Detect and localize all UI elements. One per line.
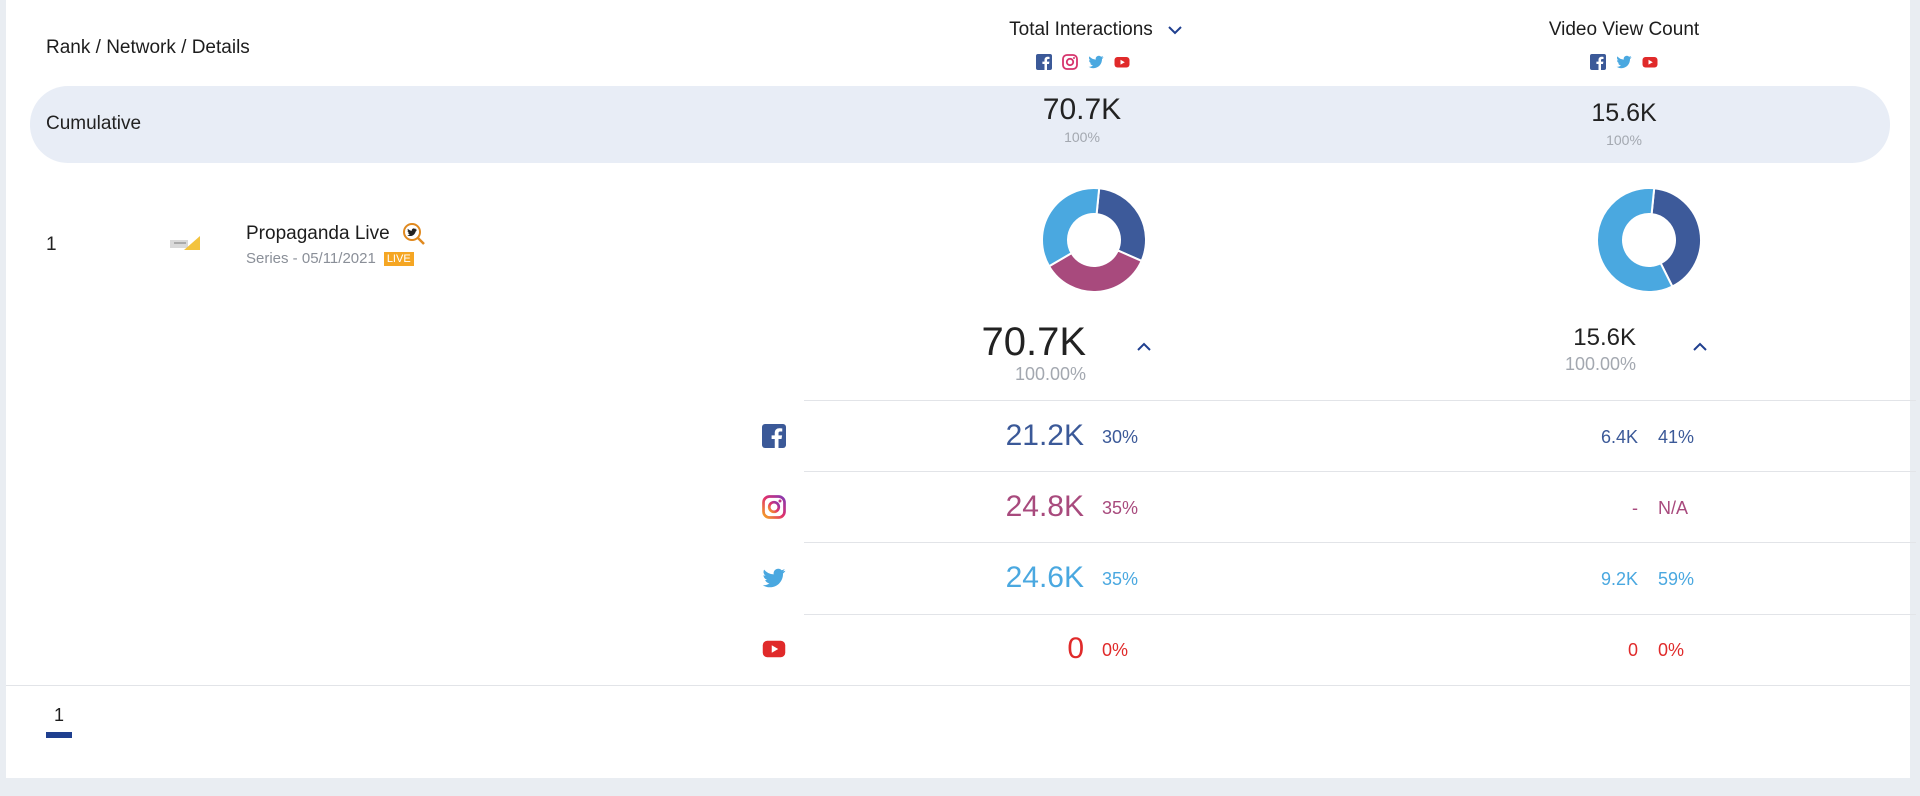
page-number: 1 <box>53 705 64 725</box>
cumulative-row <box>30 86 1890 163</box>
youtube-icon <box>1114 57 1130 68</box>
youtube-interactions-pct: 0% <box>1102 640 1129 660</box>
donut-slice-twitter <box>1041 187 1101 268</box>
row-interactions-value: 70.7K <box>981 320 1086 364</box>
instagram-interactions-pct: 35% <box>1102 498 1139 518</box>
instagram-interactions: 24.8K <box>1005 490 1084 523</box>
cumulative-video-views: 15.6K 100% <box>1524 99 1724 148</box>
row-video-views: 15.6K 100.00% <box>1456 324 1636 375</box>
divider <box>804 471 1916 472</box>
twitter-views: 9.2K <box>1600 569 1638 589</box>
facebook-interactions-pct: 30% <box>1102 427 1139 447</box>
series-info: Propaganda Live Series - 05/11/2021 LIVE <box>246 222 426 267</box>
instagram-icon <box>762 495 786 519</box>
results-panel: Rank / Network / Details Total Interacti… <box>6 0 1916 778</box>
youtube-icon <box>762 640 786 658</box>
thumbnail-image <box>170 236 200 250</box>
active-page-indicator <box>46 732 72 738</box>
rank-number: 1 <box>46 234 57 255</box>
facebook-icon <box>1590 54 1606 70</box>
row-views-value: 15.6K <box>1573 324 1636 351</box>
chevron-up-icon[interactable] <box>1136 342 1152 352</box>
divider <box>804 614 1916 615</box>
donut-slice-facebook <box>1095 187 1147 263</box>
twitter-search-icon[interactable] <box>402 222 426 246</box>
cumulative-interactions-pct: 100% <box>1064 129 1100 145</box>
cumulative-interactions-value: 70.7K <box>1042 93 1122 126</box>
pagination-page-1[interactable]: 1 <box>46 705 72 738</box>
network-icons <box>1036 54 1130 70</box>
row-total-interactions: 70.7K 100.00% <box>906 320 1086 385</box>
series-name-link[interactable]: Propaganda Live <box>246 223 390 244</box>
total-interactions-title: Total Interactions <box>1009 19 1153 40</box>
instagram-views: - <box>1632 498 1638 518</box>
cumulative-total-interactions: 70.7K 100% <box>982 93 1182 145</box>
rank-network-details-header: Rank / Network / Details <box>46 37 250 58</box>
donut-slice-facebook <box>1650 187 1702 288</box>
divider <box>804 400 1916 401</box>
facebook-icon <box>762 424 786 448</box>
row-interactions-pct: 100.00% <box>1014 364 1086 384</box>
twitter-interactions: 24.6K <box>1005 561 1084 594</box>
video-view-count-title: Video View Count <box>1548 19 1700 40</box>
twitter-icon <box>1616 55 1632 69</box>
facebook-views-pct: 41% <box>1658 427 1695 447</box>
cumulative-views-pct: 100% <box>1606 132 1642 148</box>
cumulative-label: Cumulative <box>46 113 142 134</box>
chevron-up-icon[interactable] <box>1692 342 1708 352</box>
youtube-interactions: 0 <box>1067 632 1084 665</box>
youtube-views-pct: 0% <box>1658 640 1685 660</box>
interactions-donut-chart <box>1041 187 1147 293</box>
live-badge: LIVE <box>383 252 414 266</box>
series-details: Series - 05/11/2021 <box>246 250 376 267</box>
twitter-views-pct: 59% <box>1658 569 1695 589</box>
row-views-pct: 100.00% <box>1564 354 1636 374</box>
youtube-views: 0 <box>1627 640 1638 660</box>
instagram-icon <box>1062 54 1078 70</box>
facebook-icon <box>1036 54 1052 70</box>
twitter-interactions-pct: 35% <box>1102 569 1139 589</box>
views-donut-slices <box>1596 187 1702 293</box>
total-interactions-column-header[interactable]: Total Interactions <box>996 19 1196 70</box>
chevron-down-icon[interactable] <box>1167 25 1183 35</box>
donut-slice-instagram <box>1047 249 1143 293</box>
twitter-icon <box>762 568 786 588</box>
facebook-interactions: 21.2K <box>1005 419 1084 452</box>
youtube-icon <box>1642 57 1658 68</box>
cumulative-views-value: 15.6K <box>1591 99 1657 127</box>
instagram-views-pct: N/A <box>1658 498 1689 518</box>
divider <box>6 685 1910 686</box>
facebook-views: 6.4K <box>1600 427 1638 447</box>
donut-slice-twitter <box>1596 187 1674 293</box>
series-thumbnail[interactable] <box>166 232 206 256</box>
twitter-icon <box>1088 55 1104 69</box>
network-icons <box>1590 54 1658 70</box>
video-view-count-column-header[interactable]: Video View Count <box>1524 19 1724 70</box>
views-donut-chart <box>1596 187 1702 293</box>
divider <box>804 542 1916 543</box>
interactions-donut-slices <box>1041 187 1147 293</box>
